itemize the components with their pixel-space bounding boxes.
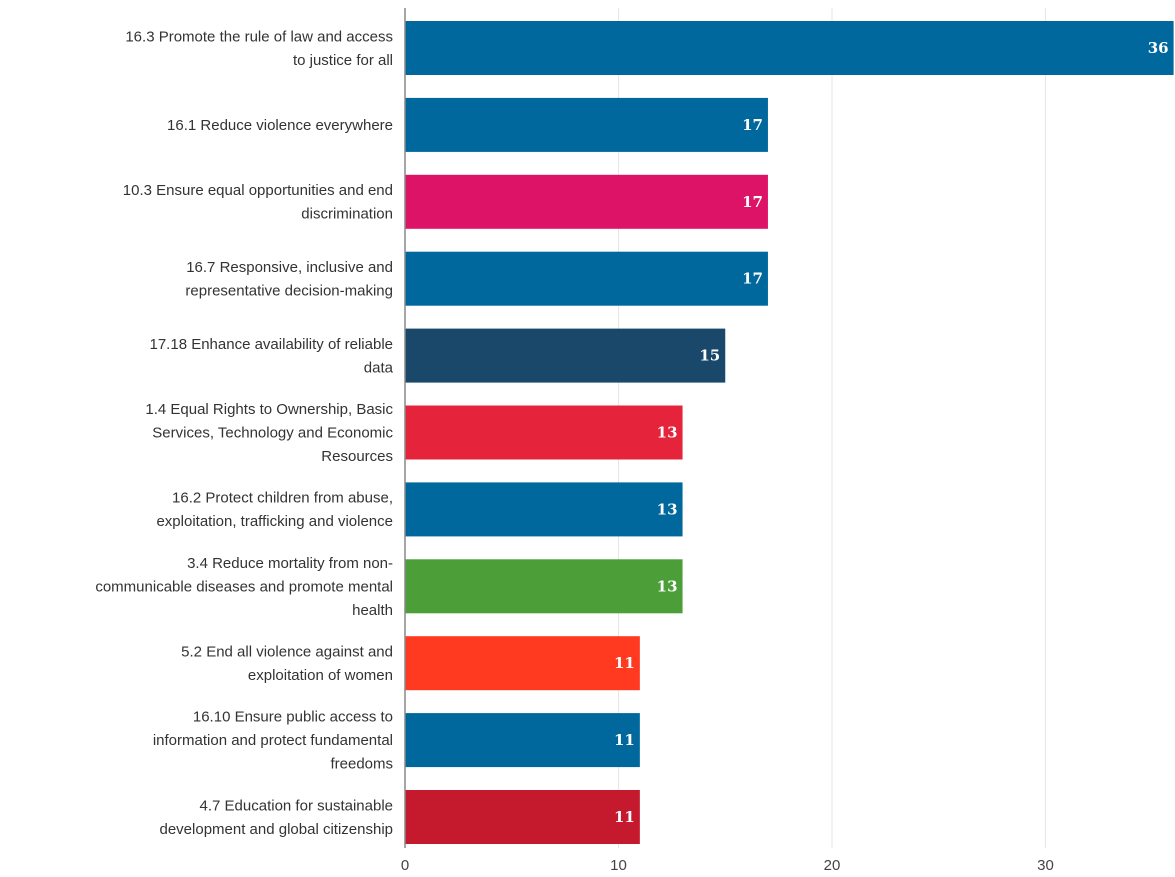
category-label-line: representative decision-making	[185, 282, 393, 299]
x-tick-label: 0	[401, 857, 409, 874]
x-tick-label: 10	[610, 857, 627, 874]
x-tick-label: 20	[824, 857, 841, 874]
category-label: 16.1 Reduce violence everywhere	[167, 117, 393, 134]
x-tick-label: 30	[1037, 857, 1054, 874]
bars	[405, 21, 1174, 844]
category-label-line: 16.2 Protect children from abuse,	[172, 490, 393, 507]
category-label-line: exploitation, trafficking and violence	[156, 513, 393, 530]
value-label: 17	[742, 193, 763, 211]
category-label: 16.7 Responsive, inclusive and representa…	[185, 259, 393, 300]
value-label: 17	[742, 270, 763, 288]
value-label: 11	[614, 654, 635, 672]
value-label: 11	[614, 731, 635, 749]
bar	[405, 790, 640, 844]
bar	[405, 559, 683, 614]
category-label-line: information and protect fundamental	[153, 732, 393, 749]
category-label-line: Resources	[321, 448, 393, 465]
value-label: 13	[657, 500, 678, 518]
bar	[405, 713, 640, 768]
category-label-line: exploitation of women	[248, 667, 393, 684]
category-label-line: health	[352, 602, 393, 619]
category-label: 17.18 Enhance availability of reliable da…	[150, 336, 394, 377]
category-label: 4.7 Education for sustainable development…	[160, 797, 394, 838]
value-label: 36	[1148, 39, 1169, 57]
category-label: 16.3 Promote the rule of law and access t…	[125, 28, 393, 69]
category-label: 10.3 Ensure equal opportunities and end d…	[123, 182, 393, 223]
x-axis-ticks: 0 10 20 30	[401, 857, 1054, 874]
category-label-line: development and global citizenship	[160, 821, 394, 838]
bar	[405, 328, 726, 383]
category-label: 16.10 Ensure public access to information…	[153, 709, 393, 773]
category-label-line: 17.18 Enhance availability of reliable	[150, 336, 394, 353]
category-label-line: to justice for all	[293, 52, 393, 69]
bar	[405, 97, 768, 152]
value-label: 15	[699, 347, 720, 365]
bar	[405, 636, 640, 691]
category-label-line: discrimination	[301, 206, 393, 223]
category-label-line: communicable diseases and promote mental	[95, 578, 393, 595]
category-label: 1.4 Equal Rights to Ownership, Basic Serv…	[145, 401, 393, 465]
category-label-line: 5.2 End all violence against and	[181, 643, 393, 660]
category-labels: 16.3 Promote the rule of law and access t…	[95, 28, 393, 838]
bar	[405, 251, 768, 306]
bar	[405, 174, 768, 229]
category-label-line: 16.7 Responsive, inclusive and	[186, 259, 393, 276]
category-label: 3.4 Reduce mortality from non-communicab…	[95, 555, 393, 619]
category-label: 5.2 End all violence against and exploita…	[181, 643, 393, 684]
value-label: 13	[657, 577, 678, 595]
value-label: 11	[614, 808, 635, 826]
value-label: 13	[657, 424, 678, 442]
category-label-line: 10.3 Ensure equal opportunities and end	[123, 182, 393, 199]
category-label-line: 16.1 Reduce violence everywhere	[167, 117, 393, 134]
category-label-line: data	[364, 359, 394, 376]
category-label: 16.2 Protect children from abuse, exploit…	[156, 490, 393, 531]
category-label-line: freedoms	[330, 756, 393, 773]
value-label: 17	[742, 116, 763, 134]
category-label-line: 1.4 Equal Rights to Ownership, Basic	[145, 401, 393, 418]
category-label-line: Services, Technology and Economic	[152, 425, 393, 442]
category-label-line: 16.3 Promote the rule of law and access	[125, 28, 393, 45]
value-labels: 36 17 17 17 15 13 13 13 11 11 11	[614, 39, 1169, 826]
bar	[405, 405, 683, 460]
bar	[405, 482, 683, 537]
category-label-line: 16.10 Ensure public access to	[193, 709, 393, 726]
bar	[405, 21, 1174, 75]
category-label-line: 3.4 Reduce mortality from non-	[187, 555, 393, 572]
category-label-line: 4.7 Education for sustainable	[200, 797, 393, 814]
